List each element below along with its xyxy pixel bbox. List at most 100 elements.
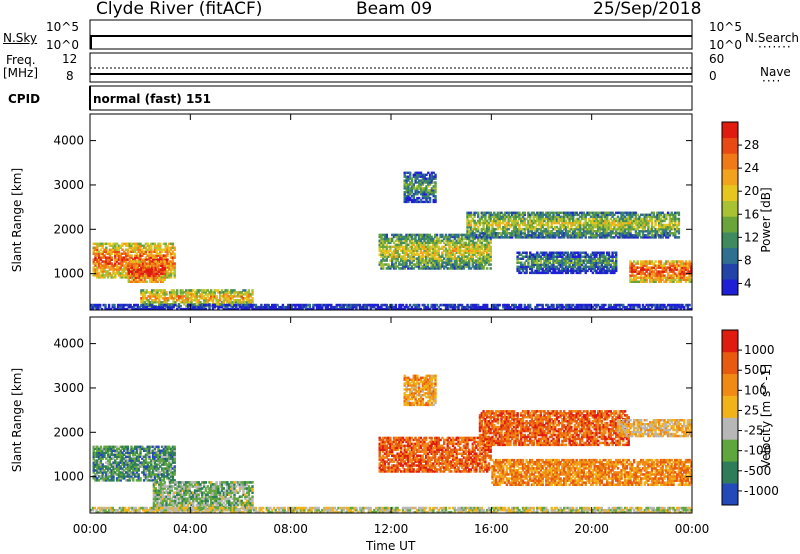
heatmap-cell [462, 263, 466, 266]
heatmap-cell [625, 227, 629, 231]
heatmap-cell [401, 247, 405, 250]
heatmap-cell [448, 261, 451, 264]
heatmap-cell [552, 263, 555, 267]
heatmap-cell [622, 223, 625, 227]
heatmap-cell [677, 274, 681, 277]
heatmap-cell [670, 276, 673, 279]
heatmap-cell [142, 303, 145, 307]
heatmap-cell [579, 265, 582, 269]
heatmap-cell [606, 230, 609, 233]
heatmap-cell [563, 211, 566, 215]
heatmap-cell [150, 278, 154, 281]
heatmap-cell [444, 251, 448, 254]
heatmap-cell [607, 267, 611, 271]
heatmap-cell [665, 215, 668, 219]
heatmap-cell [190, 291, 193, 294]
heatmap-cell [405, 200, 408, 204]
heatmap-cell [131, 274, 134, 277]
heatmap-cell [588, 261, 591, 264]
heatmap-cell [419, 239, 423, 243]
heatmap-cell [595, 253, 598, 256]
heatmap-cell [580, 234, 584, 237]
heatmap-cell [141, 258, 144, 261]
heatmap-cell [475, 221, 478, 225]
heatmap-cell [137, 258, 140, 261]
heatmap-cell [602, 267, 605, 271]
heatmap-cell [577, 263, 580, 267]
heatmap-cell [457, 237, 460, 241]
heatmap-cell [425, 185, 428, 188]
heatmap-cell [564, 269, 568, 273]
heatmap-cell [251, 301, 254, 304]
heatmap-cell [242, 301, 245, 304]
heatmap-cell [238, 291, 242, 294]
heatmap-cell [586, 269, 589, 273]
heatmap-cell [432, 187, 435, 190]
heatmap-cell [441, 261, 444, 264]
heatmap-cell [477, 249, 480, 252]
heatmap-cell [317, 303, 320, 307]
heatmap-cell [136, 272, 139, 275]
heatmap-cell [582, 225, 586, 229]
heatmap-cell [145, 264, 148, 267]
heatmap-cell [165, 291, 168, 294]
heatmap-cell [124, 248, 128, 251]
heatmap-cell [589, 223, 593, 227]
heatmap-cell [130, 256, 133, 259]
heatmap-cell [484, 303, 487, 307]
heatmap-cell [469, 249, 473, 252]
heatmap-cell [159, 260, 163, 263]
heatmap-cell [478, 259, 482, 262]
heatmap-cell [168, 248, 171, 251]
heatmap-cell [392, 263, 396, 266]
heatmap-cell [640, 230, 643, 233]
heatmap-cell [618, 227, 621, 231]
heatmap-cell [450, 251, 453, 254]
heatmap-cell [181, 299, 184, 302]
heatmap-cell [279, 307, 283, 311]
heatmap-cell [414, 263, 417, 266]
heatmap-cell [486, 261, 489, 264]
heatmap-cell [398, 305, 401, 309]
heatmap-cell [124, 260, 128, 263]
heatmap-cell [382, 265, 385, 268]
heatmap-cell [106, 307, 109, 311]
heatmap-cell [153, 258, 157, 261]
heatmap-cell [668, 215, 672, 219]
heatmap-cell [487, 307, 491, 311]
heatmap-cell [108, 266, 112, 269]
heatmap-cell [634, 276, 638, 279]
heatmap-cell [410, 245, 414, 249]
heatmap-cell [103, 248, 106, 251]
heatmap-cell [503, 219, 507, 223]
heatmap-cell [416, 185, 419, 188]
heatmap-cell [107, 303, 111, 307]
heatmap-cell [405, 245, 408, 249]
heatmap-cell [529, 234, 532, 237]
heatmap-cell [615, 265, 618, 269]
heatmap-cell [683, 264, 686, 267]
heatmap-cell [518, 251, 521, 254]
heatmap-cell [593, 259, 596, 262]
heatmap-cell [446, 267, 449, 270]
heatmap-cell [650, 219, 654, 223]
heatmap-cell [482, 221, 485, 225]
heatmap-cell [362, 307, 365, 311]
heatmap-cell [158, 295, 161, 298]
heatmap-cell [179, 307, 182, 311]
heatmap-cell [294, 305, 297, 309]
heatmap-cell [575, 257, 578, 260]
heatmap-cell [598, 271, 602, 275]
heatmap-cell [385, 303, 388, 307]
heatmap-cell [566, 271, 569, 275]
heatmap-cell [460, 239, 464, 243]
heatmap-cell [265, 305, 268, 309]
heatmap-cell [672, 266, 675, 269]
heatmap-cell [267, 307, 270, 311]
heatmap-cell [229, 297, 233, 300]
heatmap-cell [537, 215, 541, 219]
heatmap-cell [382, 239, 385, 243]
heatmap-cell [222, 293, 225, 296]
heatmap-cell [410, 307, 414, 311]
heatmap-cell [150, 307, 154, 311]
